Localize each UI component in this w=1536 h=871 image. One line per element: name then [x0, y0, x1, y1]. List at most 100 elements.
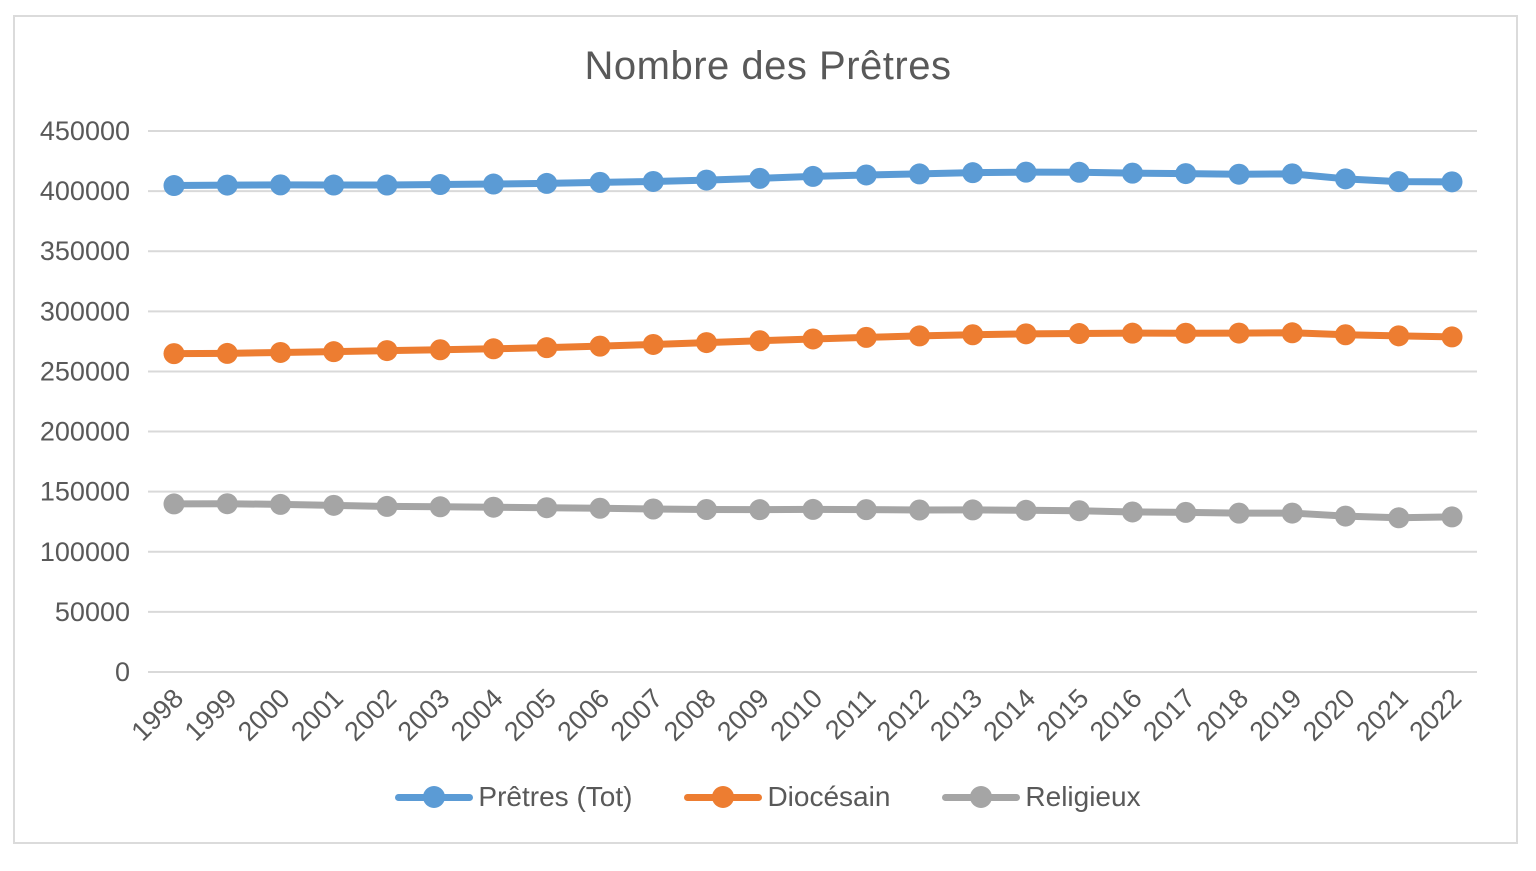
data-point-marker: [1122, 322, 1143, 344]
data-point-marker: [696, 332, 717, 354]
data-point-marker: [642, 170, 664, 192]
data-point-marker: [802, 165, 824, 187]
data-point-marker: [589, 335, 611, 357]
data-point-marker: [1175, 501, 1197, 523]
data-point-marker: [1388, 507, 1410, 529]
x-axis-tick-label: 2015: [1031, 683, 1095, 747]
data-point-marker: [589, 171, 611, 193]
data-point-marker: [1281, 502, 1303, 524]
data-point-marker: [1122, 162, 1143, 184]
data-point-marker: [429, 496, 451, 518]
data-point-marker: [270, 174, 291, 196]
x-axis-tick-label: 2011: [819, 683, 881, 745]
data-point-marker: [376, 495, 398, 517]
y-axis-tick-label: 350000: [40, 236, 130, 266]
data-point-marker: [483, 173, 504, 195]
x-axis-tick-label: 1999: [179, 683, 243, 747]
data-point-marker: [323, 494, 345, 516]
data-point-marker: [1388, 325, 1410, 347]
data-point-marker: [1228, 163, 1250, 185]
data-point-marker: [642, 498, 664, 520]
x-axis-tick-label: 2021: [1350, 683, 1414, 747]
x-axis-tick-label: 2019: [1244, 683, 1308, 747]
data-point-marker: [429, 339, 451, 361]
chart-title: Nombre des Prêtres: [584, 44, 952, 88]
data-point-marker: [642, 333, 664, 355]
x-axis-tick-label: 1998: [126, 683, 190, 747]
data-point-marker: [855, 164, 877, 186]
data-point-marker: [216, 174, 238, 196]
data-point-marker: [536, 172, 558, 194]
data-point-marker: [1228, 502, 1250, 524]
data-point-marker: [1335, 505, 1356, 527]
data-point-marker: [696, 499, 717, 521]
x-axis-tick-label: 2012: [871, 683, 935, 747]
data-point-marker: [323, 174, 345, 196]
legend-item: Religieux: [942, 781, 1141, 813]
x-axis-tick-label: 2022: [1404, 683, 1468, 747]
data-point-marker: [1068, 500, 1090, 522]
data-point-marker: [1441, 171, 1463, 193]
legend-series-label: Prêtres (Tot): [478, 781, 633, 812]
data-point-marker: [1441, 326, 1463, 348]
x-axis-tick-label: 2002: [339, 683, 403, 747]
data-point-marker: [536, 337, 558, 359]
legend-series-marker-icon: [942, 785, 1021, 809]
data-point-marker: [1175, 163, 1197, 185]
data-point-marker: [163, 175, 185, 197]
data-point-marker: [483, 338, 504, 360]
y-axis-tick-label: 0: [115, 657, 130, 687]
data-point-marker: [1015, 323, 1037, 345]
data-point-marker: [962, 162, 984, 184]
data-point-marker: [163, 343, 185, 365]
data-point-marker: [909, 499, 930, 521]
x-axis-tick-label: 2013: [924, 683, 988, 747]
data-point-marker: [270, 493, 291, 515]
data-point-marker: [1281, 322, 1303, 344]
y-axis-tick-label: 400000: [40, 176, 130, 206]
legend-series-marker-icon: [395, 785, 474, 809]
x-axis-tick-label: 2007: [605, 683, 669, 747]
chart-legend: Prêtres (Tot) Diocésain Religieux: [0, 781, 1536, 813]
x-axis-tick-label: 2005: [498, 683, 562, 747]
x-axis-tick-label: 2017: [1137, 683, 1201, 747]
data-point-marker: [749, 499, 771, 521]
data-point-marker: [802, 498, 824, 520]
y-axis-tick-label: 100000: [40, 537, 130, 567]
data-point-marker: [270, 341, 291, 363]
x-axis-tick-label: 2014: [978, 683, 1042, 747]
legend-series-label: Diocésain: [767, 781, 891, 812]
data-point-marker: [1388, 171, 1410, 193]
legend-item: Prêtres (Tot): [395, 781, 632, 813]
data-point-marker: [1228, 322, 1250, 344]
data-point-marker: [1015, 499, 1037, 521]
data-point-marker: [1281, 163, 1303, 185]
data-point-marker: [1068, 161, 1090, 183]
data-point-marker: [216, 342, 238, 364]
data-point-marker: [909, 163, 930, 185]
x-axis-tick-label: 2020: [1297, 683, 1361, 747]
data-point-marker: [802, 328, 824, 350]
data-point-marker: [749, 167, 771, 189]
y-axis-tick-label: 300000: [40, 296, 130, 326]
data-point-marker: [1175, 322, 1197, 344]
x-axis-tick-label: 2016: [1084, 683, 1148, 747]
data-point-marker: [962, 324, 984, 346]
data-point-marker: [749, 330, 771, 352]
data-point-marker: [1335, 324, 1356, 346]
data-point-marker: [1122, 501, 1143, 523]
y-axis-tick-label: 450000: [40, 116, 130, 146]
data-point-marker: [216, 493, 238, 515]
data-point-marker: [855, 499, 877, 521]
legend-item: Diocésain: [684, 781, 890, 813]
chart-frame-border: [13, 15, 1518, 844]
x-axis-tick-label: 2006: [552, 683, 616, 747]
x-axis-tick-label: 2001: [285, 683, 349, 747]
data-point-marker: [429, 174, 451, 196]
y-axis-tick-label: 150000: [40, 477, 130, 507]
data-point-marker: [483, 496, 504, 518]
data-point-marker: [163, 493, 185, 515]
x-axis-tick-label: 2003: [392, 683, 456, 747]
legend-series-label: Religieux: [1025, 781, 1141, 812]
